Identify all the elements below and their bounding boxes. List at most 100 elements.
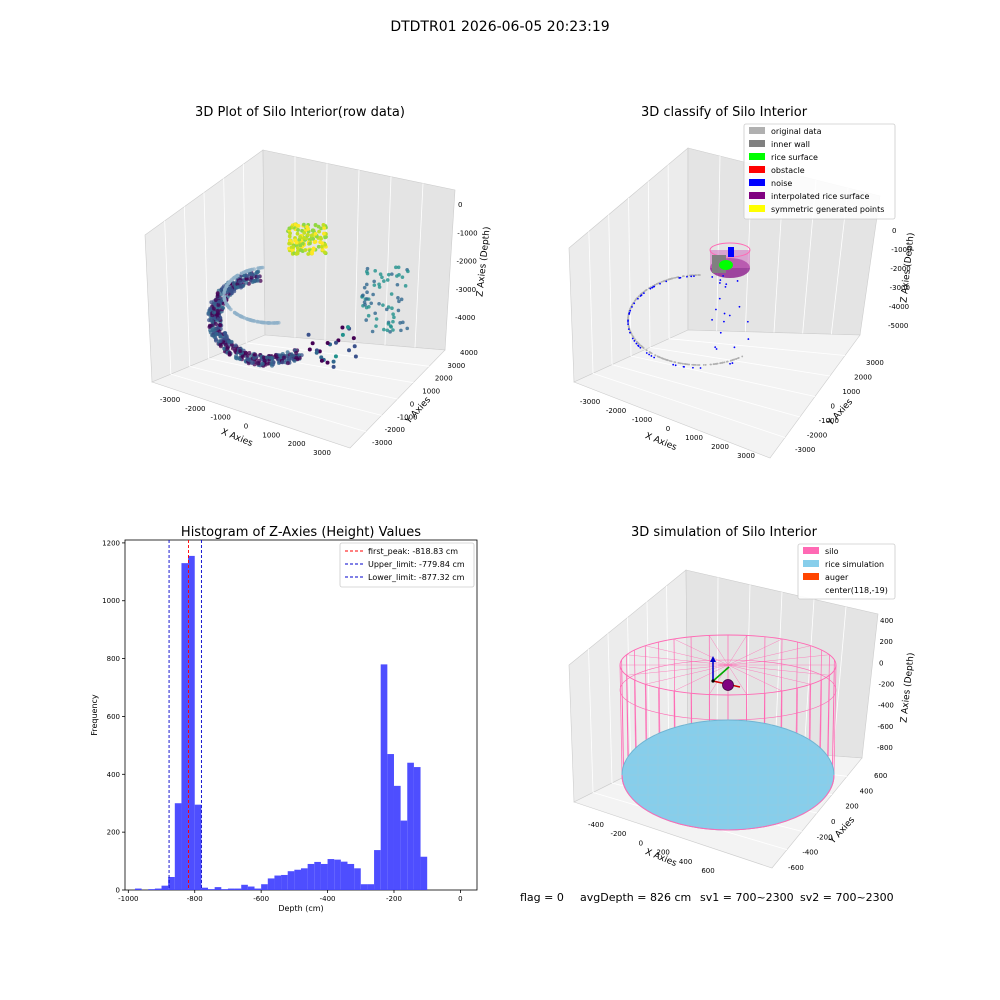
cls-point-noise <box>633 302 636 305</box>
cls-x-tick-label: -3000 <box>580 398 600 406</box>
raw-point <box>296 228 300 232</box>
cls-point-original <box>629 307 632 310</box>
raw-point <box>325 340 330 345</box>
sim-y-tick-label: 600 <box>874 772 887 780</box>
raw-point <box>294 240 299 245</box>
raw-point <box>254 278 259 283</box>
cls-point-original <box>666 359 669 362</box>
raw-point <box>365 266 370 271</box>
histogram-bar <box>261 884 268 890</box>
raw-point <box>219 292 224 297</box>
raw-point <box>224 334 229 339</box>
histogram-legend-label: Lower_limit: -877.32 cm <box>368 573 465 582</box>
figure-suptitle: DTDTR01 2026-06-05 20:23:19 <box>390 19 609 35</box>
silo-wire <box>690 636 693 724</box>
raw-point <box>255 270 260 275</box>
sim-legend-swatch <box>803 560 819 567</box>
raw-point <box>319 355 324 360</box>
raw-point <box>264 355 269 360</box>
raw-point <box>377 282 381 287</box>
histogram-bar <box>234 888 242 890</box>
classify-x-tick-labels: -3000 -2000 -1000 0 1000 2000 3000 <box>580 398 755 460</box>
raw-point <box>229 307 233 312</box>
histogram-legend-label: first_peak: -818.83 cm <box>368 547 458 556</box>
cls-point-original <box>679 362 682 365</box>
raw-point <box>406 269 410 274</box>
cls-point-noise <box>686 275 688 278</box>
raw-point <box>287 234 292 239</box>
raw-point <box>405 326 410 331</box>
cls-point-noise <box>672 363 675 366</box>
raw-point <box>247 351 252 356</box>
histogram-bar <box>267 878 275 890</box>
raw-point <box>361 293 365 298</box>
silo-wire <box>808 645 812 740</box>
cls-point-noise <box>746 320 749 323</box>
raw-point <box>303 248 308 252</box>
cls-point-noise <box>629 331 631 334</box>
raw-point <box>249 275 254 280</box>
raw-point <box>371 292 375 297</box>
raw-data-3d-panel: 3D Plot of Silo Interior(row data) -3000… <box>144 105 493 457</box>
raw-point <box>370 329 375 334</box>
raw-point <box>245 317 250 321</box>
histogram-bars <box>134 555 428 890</box>
cls-point-noise <box>640 294 643 297</box>
cls-point-original <box>741 355 744 358</box>
cls-point-original <box>630 304 633 307</box>
histogram-x-ticks: -1000 -800 -600 -400 -200 0 <box>118 890 463 903</box>
cls-point-noise <box>718 297 721 300</box>
histogram-bar <box>247 886 255 890</box>
raw-point <box>252 267 256 271</box>
raw-point <box>242 316 247 320</box>
raw-point <box>320 241 325 246</box>
cls-point-original <box>645 289 647 292</box>
sim-legend-label: center(118,-19) <box>825 586 888 595</box>
raw-point <box>353 354 358 359</box>
raw-point <box>390 272 394 276</box>
histogram-bar <box>294 869 301 890</box>
cls-point-original <box>686 363 689 366</box>
histogram-y-tick-label: 1200 <box>102 539 120 547</box>
cls-point-noise <box>731 362 734 364</box>
raw-point <box>281 355 286 360</box>
raw-point <box>247 358 252 363</box>
cls-point-original <box>662 280 665 283</box>
raw-point <box>384 307 389 312</box>
histogram-title: Histogram of Z-Axies (Height) Values <box>181 525 421 540</box>
raw-z-tick-label: 0 <box>458 201 462 209</box>
raw-point <box>217 299 222 304</box>
raw-point <box>399 297 404 302</box>
cls-point-original <box>688 363 690 366</box>
raw-x-tick-labels: -3000 -2000 -1000 0 1000 2000 3000 <box>160 396 331 457</box>
histogram-bar <box>413 767 421 890</box>
raw-point <box>285 350 290 355</box>
cls-point-noise <box>633 340 636 342</box>
cls-legend-label: original data <box>771 127 822 136</box>
raw-point <box>208 306 213 311</box>
histogram-bar <box>181 563 189 890</box>
cls-legend-label: rice surface <box>771 153 818 162</box>
raw-x-tick-label: -2000 <box>185 405 205 413</box>
raw-point <box>319 358 324 363</box>
raw-y-tick-label: 0 <box>410 400 414 408</box>
cls-point-original <box>723 361 726 364</box>
histogram-bar <box>154 888 162 890</box>
sim-legend-label: rice simulation <box>825 560 884 569</box>
rice-simulation-surface <box>621 719 835 831</box>
cls-point-noise <box>637 297 639 300</box>
raw-point <box>340 325 345 330</box>
auger-marker <box>710 656 741 691</box>
cls-point-original <box>710 363 712 366</box>
cls-z-tick-label: -2000 <box>890 265 910 273</box>
raw-point <box>380 275 384 280</box>
raw-z-tick-label: -3000 <box>456 286 476 294</box>
cls-point-noise <box>736 280 739 282</box>
raw-point <box>225 346 230 351</box>
histogram-bar <box>393 785 401 890</box>
raw-point <box>322 231 326 236</box>
histogram-x-tick-label: -600 <box>253 895 269 903</box>
sim-x-tick-label: 600 <box>701 867 714 875</box>
cls-point-noise <box>723 320 725 323</box>
cls-legend-label: symmetric generated points <box>771 205 884 214</box>
